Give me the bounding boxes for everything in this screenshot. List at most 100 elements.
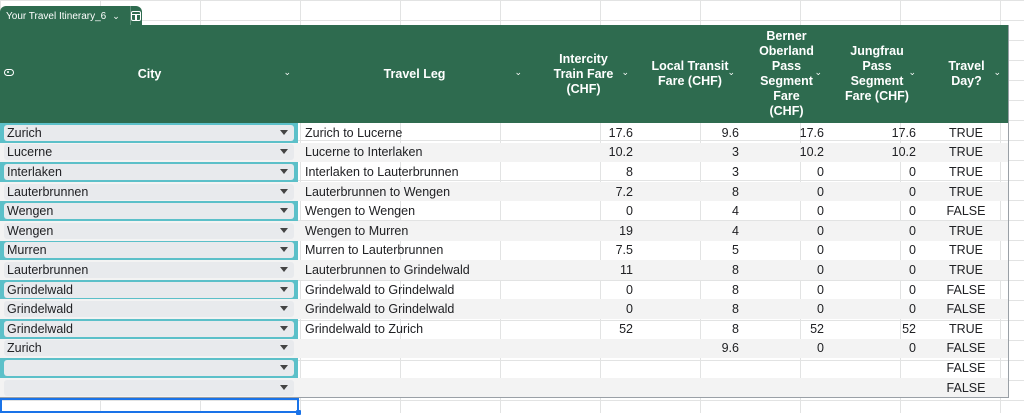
column-header-jungfrau[interactable]: Jungfrau Pass Segment Fare (CHF) ⌄ xyxy=(830,25,924,123)
city-dropdown[interactable]: Grindelwald xyxy=(4,320,294,337)
cell-leg[interactable] xyxy=(305,378,530,398)
cell-local[interactable] xyxy=(637,378,739,398)
column-header-intercity[interactable]: Intercity Train Fare (CHF) ⌄ xyxy=(530,25,637,123)
cell-leg[interactable]: Murren to Lauterbrunnen xyxy=(305,243,444,258)
dropdown-arrow-icon[interactable] xyxy=(280,325,288,331)
column-header-local[interactable]: Local Transit Fare (CHF) ⌄ xyxy=(637,25,743,123)
cell-travelday[interactable]: TRUE xyxy=(948,223,984,238)
cell-intercity[interactable] xyxy=(530,358,633,378)
dropdown-arrow-icon[interactable] xyxy=(280,129,288,135)
cell-jungfrau[interactable]: 0 xyxy=(909,223,916,238)
cell-jungfrau[interactable]: 0 xyxy=(909,262,916,277)
cell-berner[interactable]: 52 xyxy=(810,321,824,336)
cell-travelday[interactable]: FALSE xyxy=(946,282,986,297)
cell-travelday[interactable]: TRUE xyxy=(948,243,984,258)
cell-local[interactable]: 8 xyxy=(732,302,739,317)
dropdown-arrow-icon[interactable] xyxy=(280,306,288,312)
cell-intercity[interactable]: 8 xyxy=(626,164,633,179)
cell-intercity[interactable]: 17.6 xyxy=(608,125,633,140)
cell-berner[interactable]: 0 xyxy=(817,223,824,238)
city-dropdown[interactable]: Zurich xyxy=(4,124,294,141)
cell-leg[interactable]: Lucerne to Interlaken xyxy=(305,145,423,160)
cell-leg[interactable]: Zurich to Lucerne xyxy=(305,125,403,140)
cell-berner[interactable] xyxy=(743,378,824,398)
cell-berner[interactable]: 0 xyxy=(817,302,824,317)
city-dropdown[interactable] xyxy=(4,360,294,376)
chevron-down-icon[interactable]: ⌄ xyxy=(621,67,629,77)
cell-intercity[interactable]: 0 xyxy=(626,302,633,317)
cell-leg[interactable]: Lauterbrunnen to Grindelwald xyxy=(305,262,470,277)
dropdown-arrow-icon[interactable] xyxy=(280,149,288,155)
cell-intercity[interactable]: 0 xyxy=(626,282,633,297)
cell-jungfrau[interactable]: 17.6 xyxy=(891,125,916,140)
cell-leg[interactable]: Grindelwald to Grindelwald xyxy=(305,282,455,297)
column-header-city[interactable]: City ⌄ xyxy=(0,25,299,123)
cell-travelday[interactable]: TRUE xyxy=(948,184,984,199)
cell-leg[interactable]: Grindelwald to Zurich xyxy=(305,321,424,336)
cell-travelday[interactable]: FALSE xyxy=(946,341,986,356)
cell-intercity[interactable]: 0 xyxy=(626,204,633,219)
cell-jungfrau[interactable]: 0 xyxy=(909,164,916,179)
cell-jungfrau[interactable]: 0 xyxy=(909,302,916,317)
cell-leg[interactable] xyxy=(305,339,530,359)
cell-local[interactable]: 8 xyxy=(732,282,739,297)
cell-intercity[interactable] xyxy=(530,378,633,398)
dropdown-arrow-icon[interactable] xyxy=(280,208,288,214)
dropdown-arrow-icon[interactable] xyxy=(280,286,288,292)
cell-intercity[interactable]: 19 xyxy=(619,223,633,238)
column-header-leg[interactable]: Travel Leg ⌄ xyxy=(299,25,530,123)
column-header-travelday[interactable]: Travel Day? ⌄ xyxy=(924,25,1009,123)
chevron-down-icon[interactable]: ⌄ xyxy=(514,67,522,77)
cell-intercity[interactable] xyxy=(530,339,633,359)
dropdown-arrow-icon[interactable] xyxy=(280,345,288,351)
cell-local[interactable]: 3 xyxy=(732,164,739,179)
city-dropdown[interactable] xyxy=(4,379,294,396)
city-dropdown[interactable]: Wengen xyxy=(4,222,294,239)
cell-berner[interactable]: 10.2 xyxy=(799,145,824,160)
cell-intercity[interactable]: 7.2 xyxy=(615,184,633,199)
cell-leg[interactable]: Grindelwald to Grindelwald xyxy=(305,302,455,317)
cell-berner[interactable]: 0 xyxy=(817,341,824,356)
chevron-down-icon[interactable]: ⌄ xyxy=(727,67,735,77)
cell-local[interactable]: 8 xyxy=(732,184,739,199)
dropdown-arrow-icon[interactable] xyxy=(280,227,288,233)
city-dropdown[interactable]: Lucerne xyxy=(4,144,294,161)
cell-berner[interactable]: 0 xyxy=(817,282,824,297)
cell-jungfrau[interactable]: 10.2 xyxy=(891,145,916,160)
cell-jungfrau[interactable]: 0 xyxy=(909,243,916,258)
chevron-down-icon[interactable]: ⌄ xyxy=(814,67,822,77)
active-cell-selection[interactable] xyxy=(0,398,301,415)
dropdown-arrow-icon[interactable] xyxy=(280,384,288,390)
city-dropdown[interactable]: Lauterbrunnen xyxy=(4,183,294,200)
table-view-button[interactable] xyxy=(129,6,142,26)
chevron-down-icon[interactable]: ⌄ xyxy=(283,67,291,77)
cell-leg[interactable]: Wengen to Murren xyxy=(305,223,409,238)
cell-travelday[interactable]: FALSE xyxy=(946,204,986,219)
dropdown-arrow-icon[interactable] xyxy=(280,169,288,174)
city-dropdown[interactable]: Murren xyxy=(4,242,294,259)
cell-intercity[interactable]: 52 xyxy=(619,321,633,336)
cell-berner[interactable]: 0 xyxy=(817,164,824,179)
chevron-down-icon[interactable]: ⌄ xyxy=(993,67,1001,77)
cell-local[interactable]: 4 xyxy=(732,223,739,238)
dropdown-arrow-icon[interactable] xyxy=(280,188,288,194)
cell-jungfrau[interactable]: 0 xyxy=(909,204,916,219)
cell-travelday[interactable]: TRUE xyxy=(948,262,984,277)
cell-local[interactable]: 3 xyxy=(732,145,739,160)
cell-jungfrau[interactable] xyxy=(830,378,916,398)
cell-jungfrau[interactable]: 0 xyxy=(909,282,916,297)
cell-travelday[interactable]: TRUE xyxy=(948,125,984,140)
cell-leg[interactable] xyxy=(305,358,530,378)
cell-travelday[interactable]: TRUE xyxy=(948,145,984,160)
column-header-berner[interactable]: Berner Oberland Pass Segment Fare (CHF) ⌄ xyxy=(743,25,830,123)
table-name-tab[interactable]: Your Travel Itinerary_6 ⌄ xyxy=(0,6,142,26)
cell-travelday[interactable]: FALSE xyxy=(946,302,986,317)
dropdown-arrow-icon[interactable] xyxy=(280,247,288,253)
cell-jungfrau[interactable]: 0 xyxy=(909,341,916,356)
cell-local[interactable]: 8 xyxy=(732,321,739,336)
cell-intercity[interactable]: 7.5 xyxy=(615,243,633,258)
city-dropdown[interactable]: Lauterbrunnen xyxy=(4,262,294,278)
city-dropdown[interactable]: Grindelwald xyxy=(4,301,294,318)
cell-local[interactable] xyxy=(637,358,739,378)
cell-travelday[interactable]: TRUE xyxy=(948,321,984,336)
